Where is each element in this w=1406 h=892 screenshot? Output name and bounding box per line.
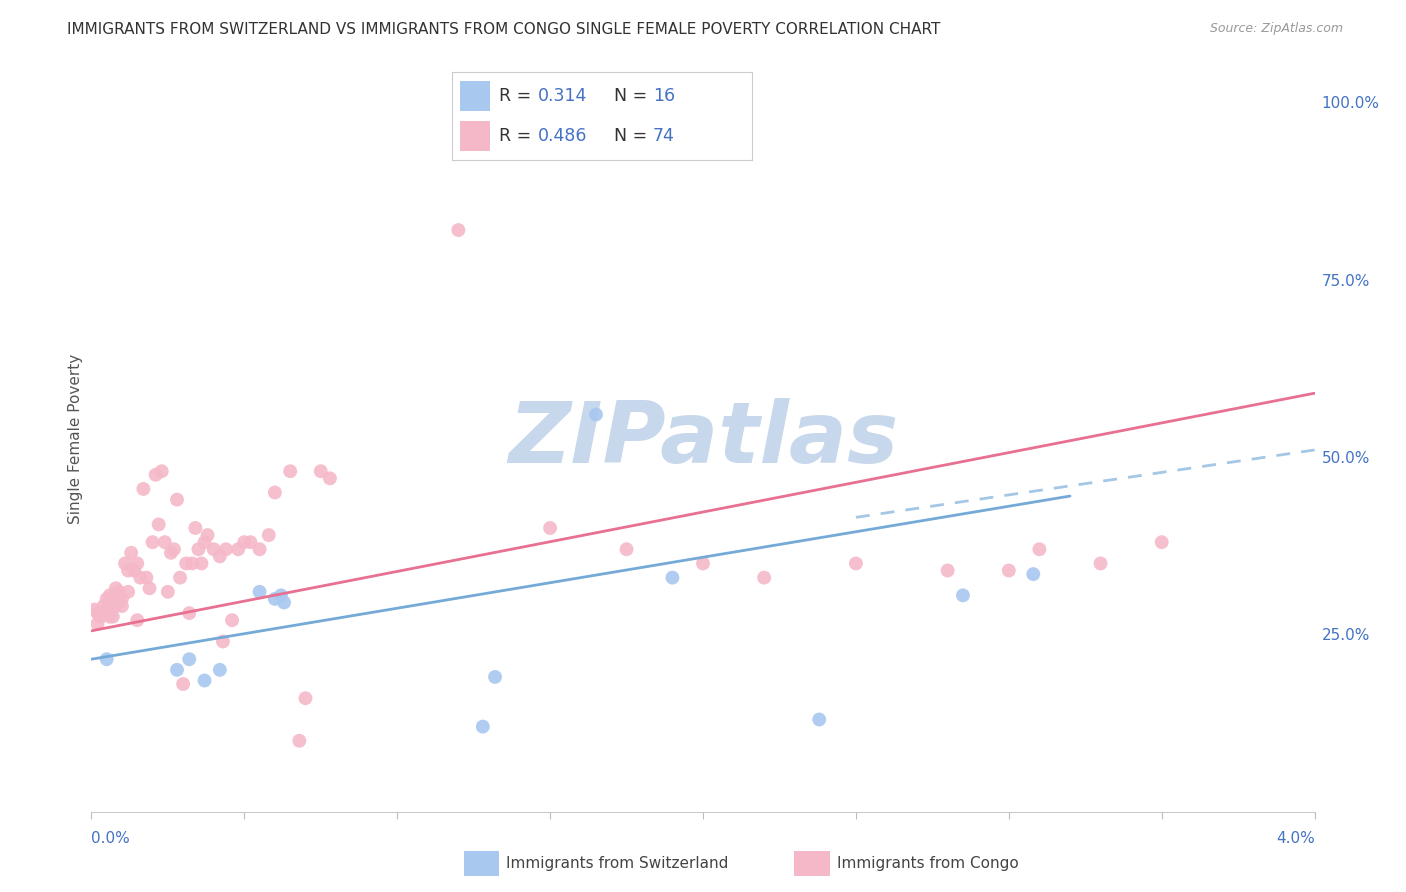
- Point: [166, 492, 188, 507]
- Point: [156, 584, 179, 599]
- Point: [754, 571, 776, 585]
- Point: [197, 528, 219, 542]
- Point: [145, 467, 167, 482]
- Point: [148, 517, 170, 532]
- Point: [127, 557, 149, 571]
- Point: [141, 535, 163, 549]
- Point: [538, 521, 561, 535]
- Point: [153, 535, 176, 549]
- Point: [86, 616, 108, 631]
- Point: [808, 713, 831, 727]
- Point: [86, 606, 108, 620]
- Point: [160, 546, 183, 560]
- Point: [264, 485, 287, 500]
- Point: [163, 542, 186, 557]
- Point: [202, 542, 225, 557]
- Point: [294, 691, 316, 706]
- Point: [83, 602, 105, 616]
- Point: [93, 599, 115, 613]
- Point: [150, 464, 173, 478]
- Point: [187, 542, 209, 557]
- Point: [179, 606, 201, 620]
- Text: ZIPatlas: ZIPatlas: [508, 398, 898, 481]
- Point: [447, 223, 470, 237]
- Point: [270, 588, 292, 602]
- Point: [111, 599, 134, 613]
- Point: [101, 609, 124, 624]
- Point: [90, 609, 112, 624]
- Point: [122, 564, 145, 578]
- Point: [278, 464, 301, 478]
- Point: [257, 528, 280, 542]
- Point: [181, 557, 204, 571]
- Point: [215, 542, 238, 557]
- Point: [288, 733, 311, 747]
- Point: [169, 571, 191, 585]
- Point: [127, 613, 149, 627]
- Point: [221, 613, 243, 627]
- Point: [111, 591, 134, 606]
- Point: [132, 482, 155, 496]
- Point: [101, 595, 124, 609]
- Point: [108, 584, 131, 599]
- Point: [249, 542, 271, 557]
- Point: [98, 588, 121, 602]
- Point: [239, 535, 262, 549]
- Point: [104, 582, 127, 596]
- Point: [212, 634, 235, 648]
- Point: [129, 571, 152, 585]
- Point: [1028, 542, 1050, 557]
- Point: [233, 535, 256, 549]
- Point: [471, 720, 494, 734]
- Point: [96, 652, 118, 666]
- Point: [108, 595, 131, 609]
- Point: [193, 673, 215, 688]
- Point: [998, 564, 1021, 578]
- Point: [319, 471, 342, 485]
- Point: [117, 584, 139, 599]
- Point: [208, 549, 231, 564]
- Text: Immigrants from Congo: Immigrants from Congo: [837, 856, 1018, 871]
- Point: [96, 602, 118, 616]
- Point: [1022, 567, 1045, 582]
- Point: [309, 464, 332, 478]
- Y-axis label: Single Female Poverty: Single Female Poverty: [67, 354, 83, 524]
- Point: [936, 564, 959, 578]
- Point: [166, 663, 188, 677]
- Point: [226, 542, 249, 557]
- Point: [98, 609, 121, 624]
- Text: Immigrants from Switzerland: Immigrants from Switzerland: [506, 856, 728, 871]
- Point: [661, 571, 683, 585]
- Point: [1150, 535, 1173, 549]
- Point: [172, 677, 194, 691]
- Point: [104, 599, 127, 613]
- Point: [190, 557, 212, 571]
- Point: [585, 408, 607, 422]
- Point: [184, 521, 207, 535]
- Point: [174, 557, 197, 571]
- Point: [1090, 557, 1112, 571]
- Point: [208, 663, 231, 677]
- Point: [249, 584, 271, 599]
- Point: [952, 588, 974, 602]
- Text: 4.0%: 4.0%: [1275, 831, 1315, 846]
- Point: [135, 571, 157, 585]
- Point: [114, 557, 136, 571]
- Point: [138, 582, 160, 596]
- Point: [616, 542, 638, 557]
- Point: [692, 557, 714, 571]
- Point: [484, 670, 506, 684]
- Point: [120, 546, 142, 560]
- Text: Source: ZipAtlas.com: Source: ZipAtlas.com: [1209, 22, 1343, 36]
- Point: [845, 557, 868, 571]
- Point: [179, 652, 201, 666]
- Point: [96, 591, 118, 606]
- Point: [193, 535, 215, 549]
- Point: [273, 595, 295, 609]
- Text: IMMIGRANTS FROM SWITZERLAND VS IMMIGRANTS FROM CONGO SINGLE FEMALE POVERTY CORRE: IMMIGRANTS FROM SWITZERLAND VS IMMIGRANT…: [67, 22, 941, 37]
- Text: 0.0%: 0.0%: [91, 831, 131, 846]
- Point: [117, 564, 139, 578]
- Point: [264, 591, 287, 606]
